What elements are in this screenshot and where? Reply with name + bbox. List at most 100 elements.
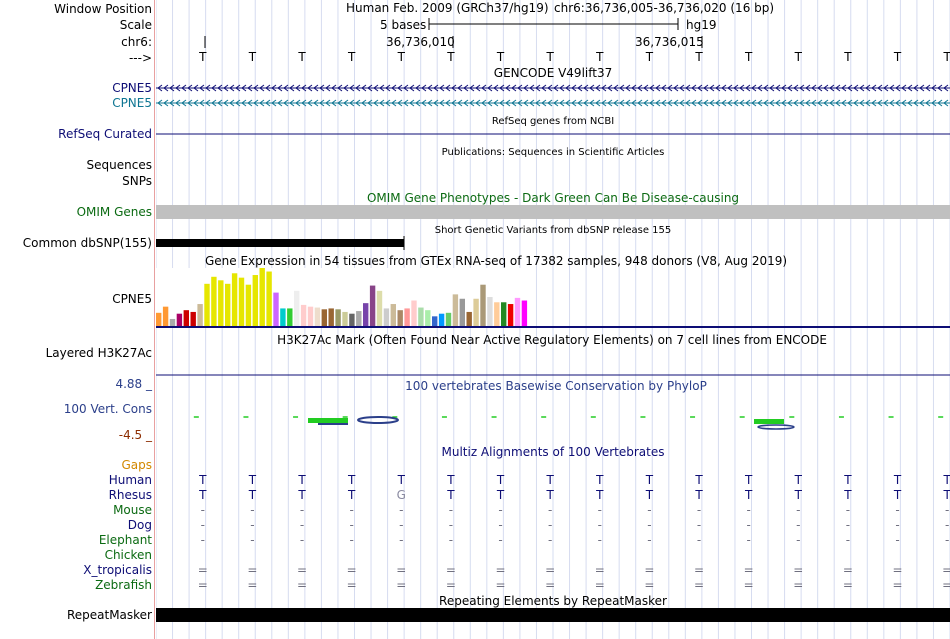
gtex-tissue-bar[interactable] — [342, 311, 348, 326]
gtex-tissue-bar[interactable] — [438, 313, 445, 326]
alignment-base: - — [201, 518, 205, 532]
gtex-tissue-bar[interactable] — [287, 308, 293, 326]
gtex-tissue-bar[interactable] — [411, 300, 417, 326]
gtex-tissue-bar[interactable] — [376, 290, 383, 326]
track-canvas[interactable]: Human Feb. 2009 (GRCh37/hg19) chr6:36,73… — [156, 0, 950, 639]
species-label[interactable]: Rhesus — [108, 488, 152, 502]
gtex-tissue-bar[interactable] — [507, 304, 514, 326]
gtex-tissue-bar[interactable] — [266, 271, 272, 326]
omim-label[interactable]: OMIM Genes — [76, 205, 152, 219]
species-label[interactable]: Elephant — [98, 533, 152, 547]
pubs-sequences-label[interactable]: Sequences — [86, 158, 152, 172]
gtex-tissue-bar[interactable] — [349, 313, 355, 326]
gtex-tissue-bar[interactable] — [397, 310, 403, 326]
strand-arrow — [367, 99, 373, 107]
gtex-tissue-bar[interactable] — [514, 297, 521, 326]
gtex-tissue-bar[interactable] — [404, 308, 410, 326]
coord-label-1: 36,736,010 — [386, 35, 455, 49]
alignment-base: T — [546, 488, 555, 502]
gtex-tissue-bar[interactable] — [300, 304, 307, 326]
gtex-tissue-bar[interactable] — [383, 308, 390, 326]
gtex-tissue-bar[interactable] — [390, 304, 396, 326]
gtex-tissue-bar[interactable] — [480, 284, 486, 326]
alignment-base: - — [399, 518, 403, 532]
coord-label-2: 36,736,015 — [635, 35, 704, 49]
gtex-tissue-bar[interactable] — [183, 310, 189, 326]
gencode-gene-label-2[interactable]: CPNE5 — [112, 96, 152, 110]
gtex-tissue-bar[interactable] — [466, 311, 472, 326]
strand-arrow — [673, 84, 679, 92]
dbsnp-variant-bar[interactable] — [156, 239, 404, 247]
strand-arrow — [427, 99, 433, 107]
refseq-label[interactable]: RefSeq Curated — [58, 127, 152, 141]
dbsnp-label[interactable]: Common dbSNP(155) — [22, 236, 152, 250]
gtex-tissue-bar[interactable] — [321, 309, 327, 326]
repeatmasker-label[interactable]: RepeatMasker — [66, 608, 152, 622]
gtex-tissue-bar[interactable] — [418, 307, 424, 326]
gtex-tissue-bar[interactable] — [521, 300, 528, 326]
assembly-title: Human Feb. 2009 (GRCh37/hg19) — [346, 1, 549, 15]
gtex-tissue-bar[interactable] — [363, 303, 369, 326]
gtex-tissue-bar[interactable] — [280, 308, 286, 326]
gtex-tissue-bar[interactable] — [294, 290, 300, 326]
gtex-tissue-bar[interactable] — [169, 318, 176, 326]
species-label[interactable]: Zebrafish — [95, 578, 152, 592]
gtex-tissue-bar[interactable] — [231, 273, 238, 326]
h3k27ac-label[interactable]: Layered H3K27Ac — [45, 346, 152, 360]
gtex-tissue-bar[interactable] — [238, 277, 245, 326]
gtex-tissue-bar[interactable] — [162, 306, 169, 326]
cons-track-label[interactable]: 100 Vert. Cons — [63, 402, 152, 416]
gtex-tissue-bar[interactable] — [225, 283, 231, 326]
gtex-tissue-bar[interactable] — [459, 298, 465, 326]
gtex-tissue-bar[interactable] — [335, 309, 341, 326]
gtex-tissue-bar[interactable] — [176, 313, 183, 326]
gtex-tissue-bar[interactable] — [452, 294, 459, 326]
phylop-track-title: 100 vertebrates Basewise Conservation by… — [405, 379, 707, 393]
species-label[interactable]: Mouse — [113, 503, 152, 517]
gtex-tissue-bar[interactable] — [204, 283, 210, 326]
gtex-tissue-bar[interactable] — [356, 311, 362, 326]
omim-gene-bar[interactable] — [156, 205, 950, 219]
gtex-tissue-bar[interactable] — [211, 276, 217, 326]
gtex-tissue-bar[interactable] — [307, 306, 314, 326]
gtex-tissue-bar[interactable] — [328, 308, 334, 326]
gtex-tissue-bar[interactable] — [473, 298, 479, 326]
gtex-tissue-bar[interactable] — [197, 304, 203, 326]
strand-arrow — [745, 99, 751, 107]
gencode-gene-label[interactable]: CPNE5 — [112, 81, 152, 95]
gtex-tissue-bar[interactable] — [445, 312, 452, 326]
strand-arrow — [667, 99, 673, 107]
gtex-tissue-bar[interactable] — [156, 312, 162, 326]
strand-arrow — [289, 99, 295, 107]
gtex-tissue-bar[interactable] — [273, 292, 279, 326]
track-labels-column: Window Position Scale chr6: ---> CPNE5 C… — [0, 0, 154, 639]
gtex-gene-label[interactable]: CPNE5 — [112, 292, 152, 306]
alignment-base: = — [595, 578, 605, 592]
genome-browser-image[interactable]: Human Feb. 2009 (GRCh37/hg19) chr6:36,73… — [156, 0, 950, 639]
alignment-base: = — [595, 563, 605, 577]
gtex-tissue-bar[interactable] — [314, 307, 321, 326]
species-label[interactable]: X_tropicalis — [83, 563, 152, 577]
gtex-tissue-bar[interactable] — [190, 311, 196, 326]
gtex-tissue-bar[interactable] — [259, 268, 265, 326]
strand-arrow — [541, 99, 547, 107]
strand-arrow — [367, 84, 373, 92]
rmsk-element-bar[interactable] — [156, 608, 950, 622]
gtex-tissue-bar[interactable] — [487, 297, 493, 326]
pubs-snps-label[interactable]: SNPs — [122, 174, 152, 188]
gtex-tissue-bar[interactable] — [252, 275, 258, 326]
species-label[interactable]: Human — [108, 473, 152, 487]
gtex-tissue-bar[interactable] — [494, 302, 500, 326]
strand-arrow — [727, 84, 733, 92]
gtex-tissue-bar[interactable] — [245, 284, 252, 326]
gtex-tissue-bar[interactable] — [432, 316, 438, 326]
gtex-tissue-bar[interactable] — [501, 302, 507, 326]
strand-arrow — [601, 84, 607, 92]
gtex-tissue-bar[interactable] — [369, 285, 376, 326]
alignment-base: = — [198, 578, 208, 592]
gtex-tissue-bar[interactable] — [218, 280, 224, 326]
species-label[interactable]: Chicken — [104, 548, 152, 562]
gtex-tissue-bar[interactable] — [425, 310, 431, 326]
species-label[interactable]: Dog — [127, 518, 152, 532]
strand-arrow — [451, 99, 457, 107]
